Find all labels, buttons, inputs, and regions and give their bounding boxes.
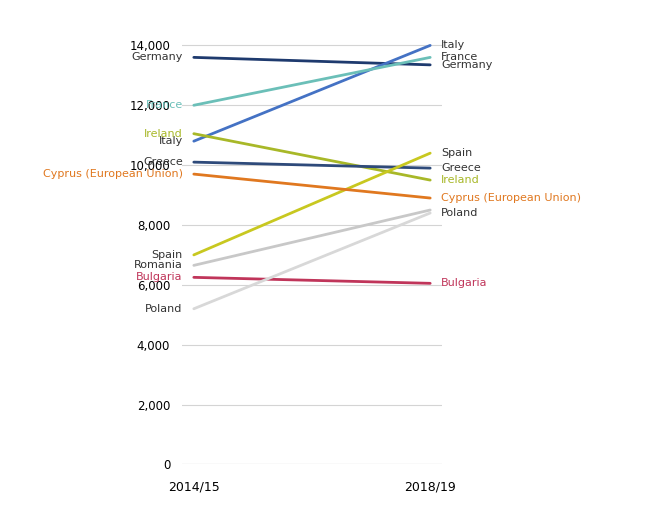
Text: Romania: Romania	[134, 261, 183, 270]
Text: France: France	[146, 100, 183, 110]
Text: Poland: Poland	[441, 208, 478, 218]
Text: Greece: Greece	[143, 157, 183, 167]
Text: Germany: Germany	[441, 60, 493, 70]
Text: Germany: Germany	[131, 53, 183, 62]
Text: Poland: Poland	[146, 304, 183, 314]
Text: Cyprus (European Union): Cyprus (European Union)	[441, 193, 581, 203]
Text: Italy: Italy	[159, 136, 183, 146]
Text: Spain: Spain	[441, 148, 473, 158]
Text: Ireland: Ireland	[144, 128, 183, 139]
Text: Cyprus (European Union): Cyprus (European Union)	[43, 169, 183, 179]
Text: Bulgaria: Bulgaria	[136, 272, 183, 282]
Text: Spain: Spain	[151, 250, 183, 260]
Text: Bulgaria: Bulgaria	[441, 278, 488, 288]
Text: Ireland: Ireland	[441, 175, 480, 185]
Text: Italy: Italy	[441, 40, 465, 51]
Text: France: France	[441, 53, 478, 62]
Text: Greece: Greece	[441, 163, 481, 173]
